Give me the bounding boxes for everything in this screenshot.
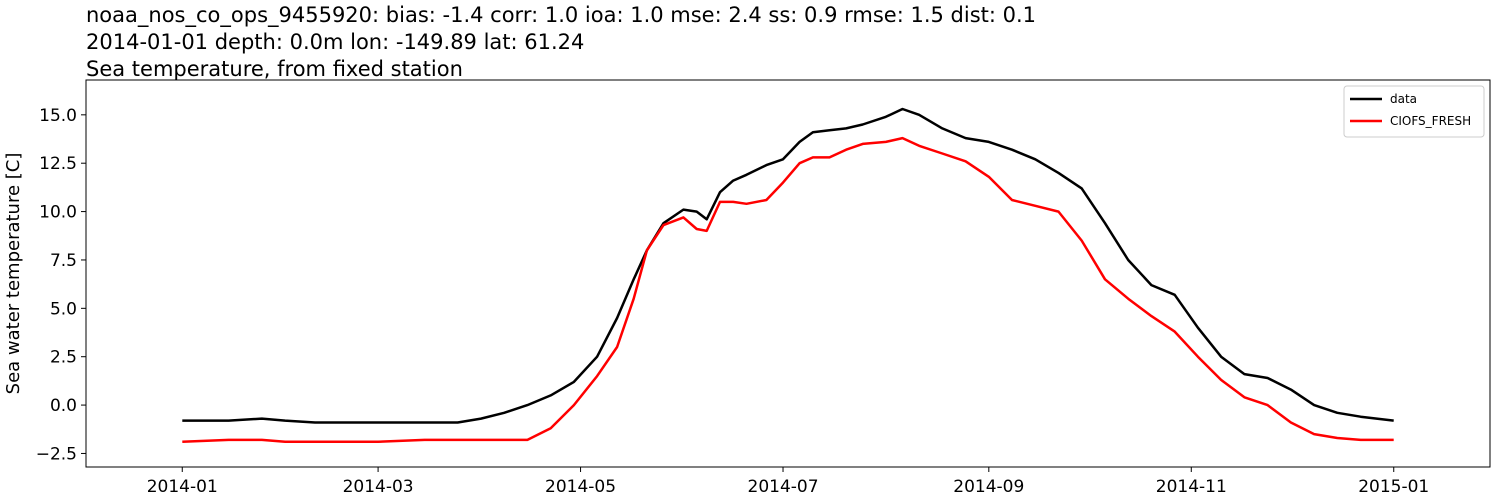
x-tick-label: 2015-01 (1358, 477, 1429, 497)
x-tick-label: 2014-11 (1156, 477, 1227, 497)
series-line-ciofs-fresh (182, 136, 1394, 444)
y-tick-label: 0.0 (50, 396, 77, 416)
chart-title-line-3: Sea temperature, from fixed station (86, 57, 463, 81)
y-tick-label: 2.5 (50, 348, 77, 368)
legend-label-data: data (1390, 92, 1417, 106)
y-tick-label: 12.5 (39, 154, 77, 174)
series-line-data (182, 107, 1394, 424)
x-tick-label: 2014-01 (147, 477, 218, 497)
series-layer (182, 107, 1394, 444)
y-axis-label: Sea water temperature [C] (3, 153, 24, 395)
y-axis: −2.5 0.0 2.5 5.0 7.5 10.0 12.5 15.0 (36, 106, 86, 464)
y-tick-label: 15.0 (39, 106, 77, 126)
y-tick-label: 7.5 (50, 251, 77, 271)
chart-title-line-2: 2014-01-01 depth: 0.0m lon: -149.89 lat:… (86, 30, 584, 54)
x-tick-label: 2014-07 (748, 477, 819, 497)
y-tick-label: −2.5 (36, 444, 77, 464)
legend-label-ciofs-fresh: CIOFS_FRESH (1390, 114, 1471, 128)
x-axis: 2014-01 2014-03 2014-05 2014-07 2014-09 2014-… (147, 467, 1429, 497)
x-tick-label: 2014-05 (545, 477, 616, 497)
legend: data CIOFS_FRESH (1343, 85, 1485, 138)
x-tick-label: 2014-03 (343, 477, 414, 497)
y-tick-label: 10.0 (39, 203, 77, 223)
plot-area-frame (85, 79, 1491, 468)
x-tick-label: 2014-09 (953, 477, 1024, 497)
y-tick-label: 5.0 (50, 299, 77, 319)
chart-title-line-1: noaa_nos_co_ops_9455920: bias: -1.4 corr… (86, 3, 1036, 28)
